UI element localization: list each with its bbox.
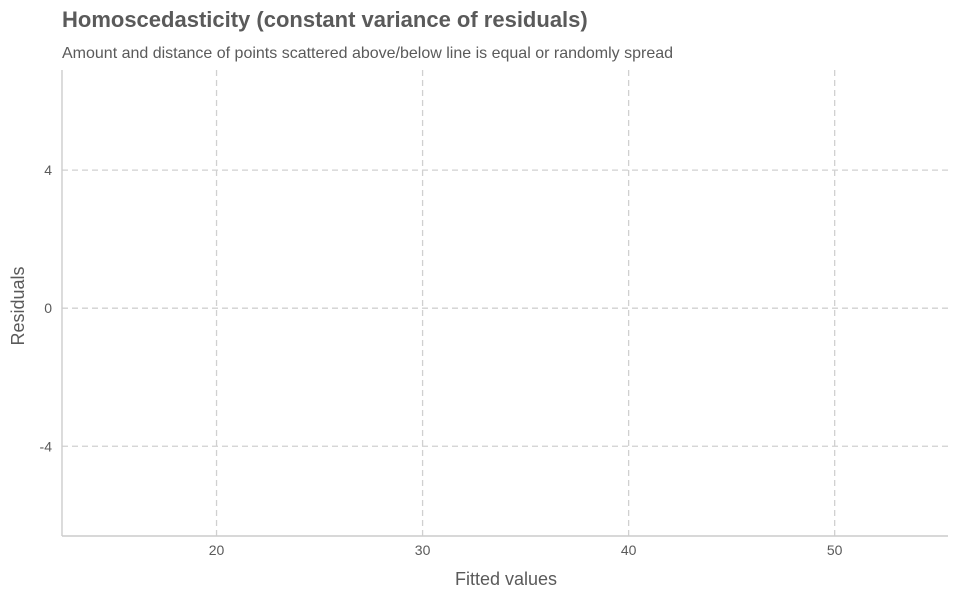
y-tick-label: 4 <box>44 162 52 178</box>
y-tick-label: -4 <box>40 438 53 454</box>
x-axis-title: Fitted values <box>455 569 557 589</box>
chart-subtitle: Amount and distance of points scattered … <box>62 45 673 62</box>
tick-labels: 20 30 40 50 -4 0 4 <box>40 162 843 558</box>
x-tick-label: 50 <box>827 542 843 558</box>
grid-lines <box>62 70 948 536</box>
axes <box>61 70 948 537</box>
y-axis-title: Residuals <box>8 266 28 345</box>
x-tick-label: 40 <box>621 542 637 558</box>
x-tick-label: 30 <box>415 542 431 558</box>
x-tick-label: 20 <box>209 542 225 558</box>
y-tick-label: 0 <box>44 300 52 316</box>
chart-title: Homoscedasticity (constant variance of r… <box>62 7 588 32</box>
